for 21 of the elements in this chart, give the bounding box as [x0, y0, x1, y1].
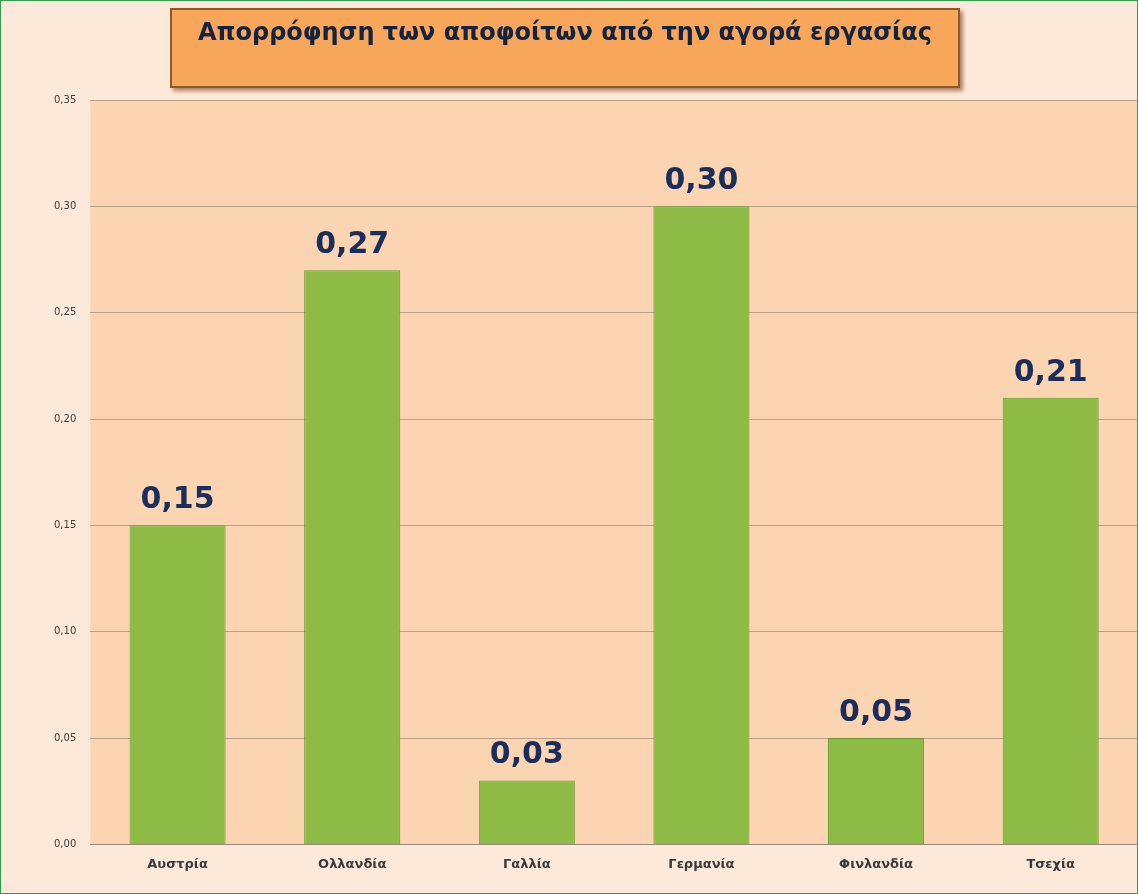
x-tick-label: Φινλανδία [839, 855, 914, 871]
y-tick-label: 0,05 [54, 731, 77, 743]
data-label: 0,27 [315, 224, 390, 260]
data-label: 0,15 [140, 480, 215, 516]
y-tick-label: 0,20 [54, 412, 77, 424]
y-tick-label: 0,10 [54, 625, 77, 637]
x-tick-label: Ολλανδία [318, 855, 387, 871]
y-tick-label: 0,25 [54, 306, 77, 318]
data-label: 0,21 [1013, 352, 1088, 388]
y-tick-label: 0,00 [54, 837, 77, 849]
y-tick-label: 0,35 [54, 93, 77, 105]
data-label: 0,05 [839, 692, 914, 728]
y-tick-label: 0,15 [54, 518, 77, 530]
data-label: 0,30 [664, 161, 739, 197]
y-tick-label: 0,30 [54, 199, 77, 211]
x-tick-label: Αυστρία [147, 855, 208, 871]
x-tick-label: Τσεχία [1026, 855, 1076, 871]
x-tick-label: Γερμανία [668, 855, 735, 871]
chart-title: Απορρόφηση των αποφοίτων από την αγορά εργασίας [170, 8, 960, 88]
data-label: 0,03 [489, 735, 564, 771]
x-tick-label: Γαλλία [502, 855, 551, 871]
